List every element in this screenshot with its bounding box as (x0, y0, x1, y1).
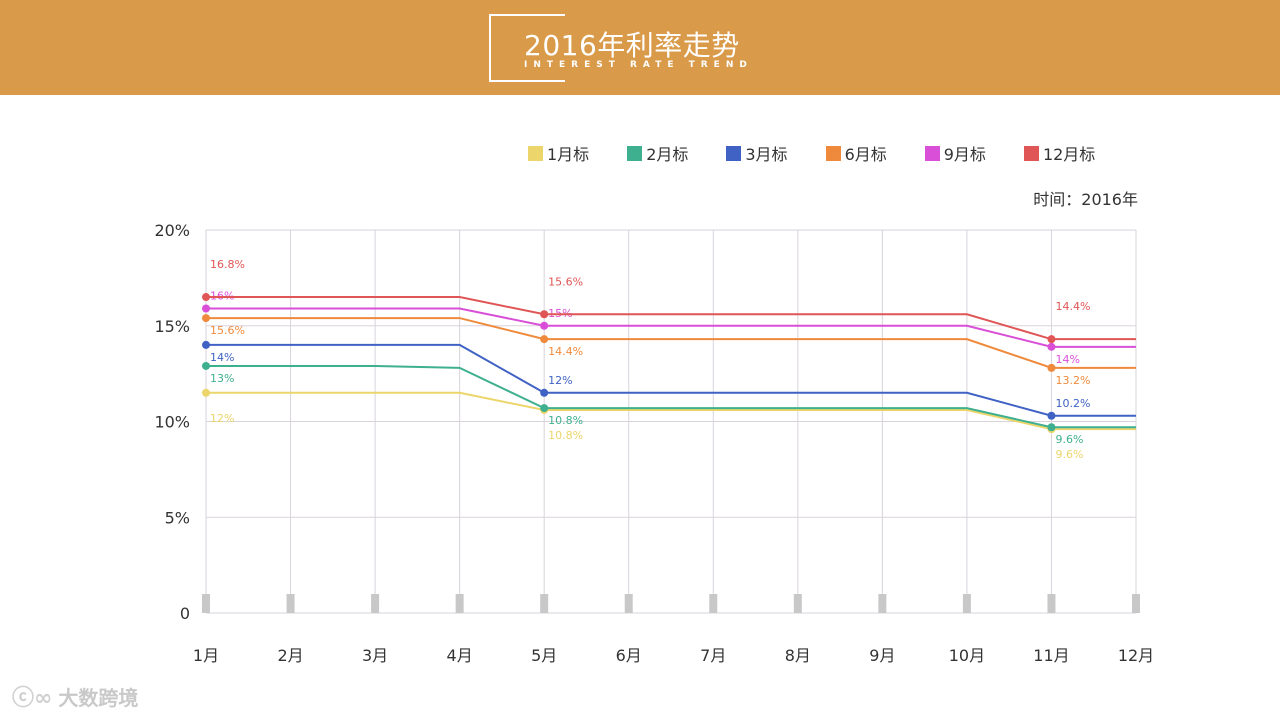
legend-swatch (1023, 145, 1039, 161)
data-label: 16% (210, 290, 234, 303)
data-point (1047, 335, 1056, 344)
x-tick-label: 7月 (700, 646, 726, 665)
data-point (540, 388, 549, 397)
y-tick-label: 15% (154, 317, 190, 336)
watermark: ⓒ∞ 大数跨境 (12, 680, 138, 712)
series-line (206, 317, 1136, 369)
data-point (540, 321, 549, 330)
x-tick-marker (793, 594, 802, 613)
header-banner: 2016年利率走势 INTEREST RATE TREND (0, 0, 1280, 95)
legend-item: 2月标 (627, 141, 688, 165)
series-line (206, 307, 1136, 348)
y-tick-label: 10% (154, 413, 190, 432)
y-tick-label: 20% (154, 221, 190, 240)
series-line (206, 391, 1136, 431)
series-line (206, 296, 1136, 341)
page-subtitle: INTEREST RATE TREND (524, 60, 753, 70)
legend-label: 2月标 (646, 145, 689, 164)
data-label: 10.8% (548, 429, 583, 442)
data-point (202, 388, 210, 397)
x-tick-label: 8月 (785, 646, 811, 665)
data-point (202, 340, 210, 349)
legend-label: 1月标 (547, 145, 590, 164)
x-tick-marker (540, 594, 549, 613)
watermark-text: 大数跨境 (58, 685, 139, 710)
time-note: 时间：2016年 (1033, 190, 1138, 209)
legend-swatch (726, 145, 742, 161)
y-tick-label: 5% (165, 508, 190, 527)
legend-label: 3月标 (745, 145, 788, 164)
x-tick-marker (624, 594, 633, 613)
data-label: 15% (548, 307, 572, 320)
x-tick-label: 6月 (616, 646, 642, 665)
data-label: 16.8% (210, 258, 245, 271)
data-label: 12% (548, 374, 572, 387)
data-label: 10.2% (1055, 397, 1090, 410)
x-tick-label: 5月 (531, 646, 557, 665)
legend-item: 6月标 (825, 141, 887, 165)
chart-legend: 1月标 2月标 3月标 6月标 9月标 12月标 (528, 141, 1095, 165)
page-title: 2016年利率走势 (524, 29, 740, 62)
title-frame (489, 14, 565, 82)
x-tick-label: 1月 (193, 646, 219, 665)
x-tick-label: 11月 (1033, 646, 1069, 665)
data-label: 14.4% (548, 345, 583, 358)
legend-label: 12月标 (1042, 145, 1096, 164)
watermark-logo-icon: ⓒ∞ (12, 686, 53, 711)
data-point (1047, 363, 1056, 372)
legend-label: 9月标 (943, 145, 986, 164)
x-tick-marker (878, 594, 887, 613)
x-tick-marker (962, 594, 971, 613)
data-point (540, 310, 549, 319)
x-tick-marker (286, 594, 295, 613)
data-label: 13% (210, 372, 234, 385)
x-tick-label: 12月 (1118, 646, 1154, 665)
legend-item: 12月标 (1023, 141, 1096, 165)
data-point (202, 293, 210, 302)
x-tick-marker (709, 594, 718, 613)
data-point (202, 314, 210, 323)
data-label: 15.6% (210, 324, 245, 337)
data-point (1047, 342, 1056, 351)
legend-label: 6月标 (844, 145, 887, 164)
x-tick-marker (1047, 594, 1056, 613)
x-tick-label: 10月 (949, 646, 985, 665)
legend-item: 9月标 (924, 141, 986, 165)
series-line (206, 364, 1136, 429)
x-tick-marker (455, 594, 464, 613)
legend-item: 1月标 (528, 141, 589, 165)
data-point (1047, 423, 1056, 432)
data-point (202, 361, 210, 370)
x-tick-marker (202, 594, 210, 613)
x-tick-marker (1132, 594, 1140, 613)
x-tick-label: 4月 (447, 646, 473, 665)
legend-item: 3月标 (726, 141, 788, 165)
x-tick-label: 2月 (277, 646, 303, 665)
x-tick-label: 3月 (362, 646, 388, 665)
legend-swatch (924, 145, 940, 161)
data-point (202, 304, 210, 313)
data-point (540, 404, 549, 413)
x-tick-marker (371, 594, 380, 613)
data-point (1047, 411, 1056, 420)
data-label: 14% (1055, 353, 1079, 366)
data-point (540, 335, 549, 344)
y-tick-label: 0 (180, 604, 190, 623)
legend-swatch (528, 145, 543, 161)
legend-swatch (627, 145, 643, 161)
data-label: 14.4% (1055, 300, 1090, 313)
legend-swatch (825, 145, 841, 161)
data-label: 10.8% (548, 414, 583, 427)
data-label: 14% (210, 351, 234, 364)
data-label: 9.6% (1055, 448, 1083, 461)
data-label: 9.6% (1055, 433, 1083, 446)
data-label: 13.2% (1055, 374, 1090, 387)
series-line (206, 343, 1136, 417)
data-label: 12% (210, 412, 234, 425)
x-tick-label: 9月 (869, 646, 895, 665)
data-label: 15.6% (548, 275, 583, 288)
